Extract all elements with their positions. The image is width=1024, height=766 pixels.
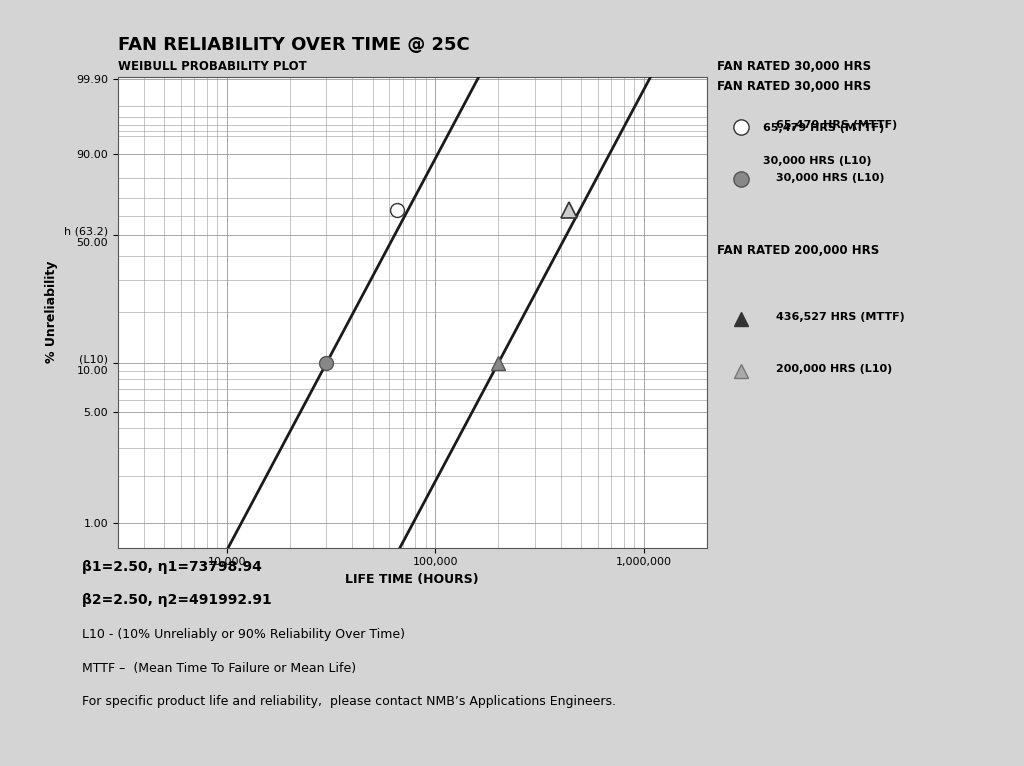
Text: β1=2.50, η1=73798.94: β1=2.50, η1=73798.94 (82, 560, 262, 574)
Text: FAN RELIABILITY OVER TIME @ 25C: FAN RELIABILITY OVER TIME @ 25C (118, 36, 470, 54)
Text: WEIBULL PROBABILITY PLOT: WEIBULL PROBABILITY PLOT (118, 61, 306, 74)
Text: MTTF –  (Mean Time To Failure or Mean Life): MTTF – (Mean Time To Failure or Mean Lif… (82, 662, 356, 675)
Text: L10 - (10% Unreliably or 90% Reliability Over Time): L10 - (10% Unreliably or 90% Reliability… (82, 628, 404, 641)
Text: FAN RATED 30,000 HRS: FAN RATED 30,000 HRS (717, 60, 871, 73)
Text: For specific product life and reliability,  please contact NMB’s Applications En: For specific product life and reliabilit… (82, 696, 615, 709)
Y-axis label: % Unreliability: % Unreliability (45, 261, 58, 363)
Text: FAN RATED 200,000 HRS: FAN RATED 200,000 HRS (717, 244, 879, 257)
Text: 30,000 HRS (L10): 30,000 HRS (L10) (763, 155, 871, 166)
Text: 30,000 HRS (L10): 30,000 HRS (L10) (776, 173, 885, 183)
Text: 65,479 HRS (MTTF): 65,479 HRS (MTTF) (763, 123, 884, 133)
X-axis label: LIFE TIME (HOURS): LIFE TIME (HOURS) (345, 573, 479, 586)
Text: 65,479 HRS (MTTF): 65,479 HRS (MTTF) (776, 120, 897, 130)
Text: FAN RATED 30,000 HRS: FAN RATED 30,000 HRS (717, 80, 871, 93)
Text: β2=2.50, η2=491992.91: β2=2.50, η2=491992.91 (82, 594, 271, 607)
Text: 436,527 HRS (MTTF): 436,527 HRS (MTTF) (776, 313, 905, 322)
Text: 200,000 HRS (L10): 200,000 HRS (L10) (776, 365, 893, 375)
